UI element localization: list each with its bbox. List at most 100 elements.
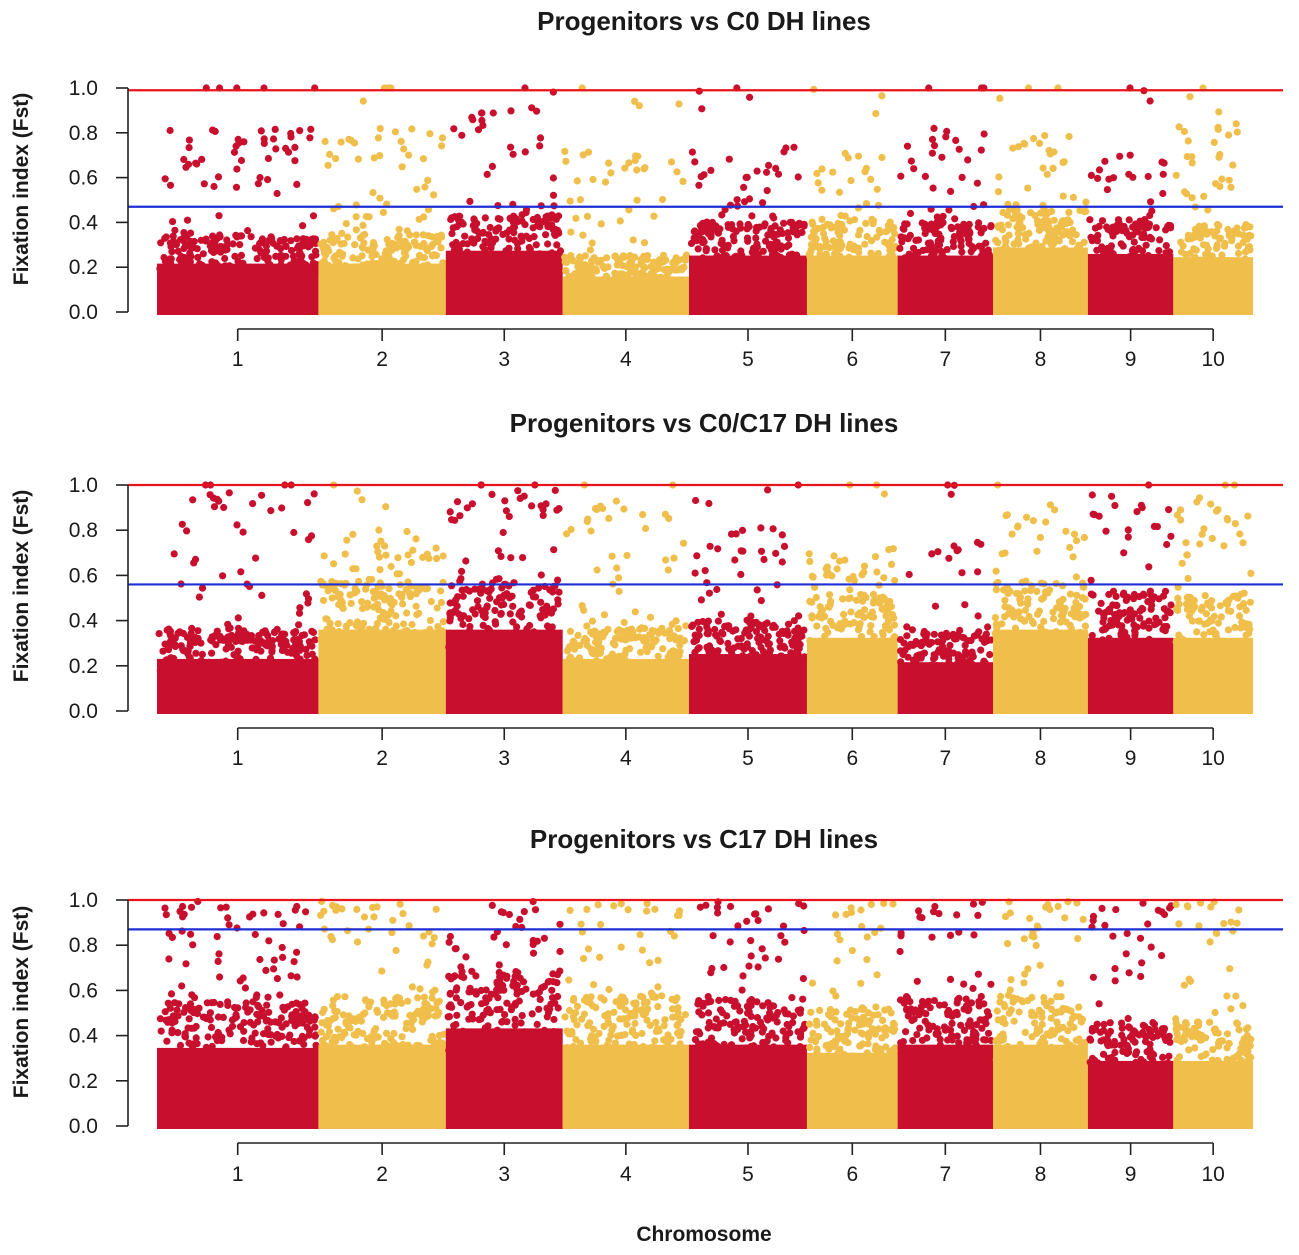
data-point — [1126, 151, 1134, 159]
data-point — [991, 614, 1000, 622]
data-point — [958, 569, 966, 577]
data-point — [903, 632, 911, 640]
data-point — [331, 256, 339, 264]
data-point — [382, 551, 390, 559]
data-point — [183, 1053, 191, 1061]
data-point — [905, 570, 913, 579]
data-point — [1202, 610, 1210, 618]
data-point — [735, 265, 743, 273]
data-point — [722, 252, 730, 260]
data-point — [448, 1034, 457, 1042]
data-point — [720, 1040, 728, 1048]
data-point — [529, 949, 538, 957]
data-point — [813, 1045, 821, 1053]
data-point — [368, 575, 376, 584]
x-tick-label: 10 — [1201, 747, 1224, 770]
data-point — [1183, 551, 1191, 559]
data-point — [302, 908, 310, 916]
data-point — [182, 163, 190, 171]
data-point — [920, 261, 928, 269]
data-point — [549, 970, 557, 978]
data-point — [1062, 618, 1070, 626]
data-point — [281, 1044, 290, 1052]
data-point — [783, 243, 791, 251]
data-point — [588, 617, 597, 625]
data-point — [745, 625, 754, 633]
data-point — [510, 1029, 518, 1037]
data-point — [566, 197, 574, 205]
data-point — [948, 225, 956, 233]
data-point — [848, 947, 857, 955]
data-point — [556, 967, 564, 975]
data-point — [871, 645, 879, 654]
data-point — [1227, 183, 1235, 191]
data-point — [854, 204, 863, 212]
data-point — [808, 979, 817, 987]
data-point — [1229, 161, 1237, 169]
points-bulk — [445, 250, 563, 315]
data-point — [383, 1009, 392, 1017]
data-point — [236, 241, 244, 249]
data-point — [290, 958, 298, 966]
data-point — [1124, 533, 1132, 541]
data-point — [487, 585, 495, 593]
data-point — [479, 585, 487, 593]
data-point — [491, 990, 499, 998]
data-point — [836, 936, 844, 944]
chromosome-1-points — [156, 84, 320, 315]
data-point — [333, 235, 341, 243]
data-point — [694, 245, 702, 253]
data-point — [1012, 609, 1020, 617]
data-point — [462, 953, 470, 961]
data-point — [260, 909, 268, 917]
data-point — [642, 524, 650, 533]
data-point — [474, 126, 483, 134]
data-point — [1070, 530, 1079, 538]
data-point — [1200, 192, 1208, 200]
data-point — [1065, 208, 1073, 216]
data-point — [888, 611, 897, 619]
data-point — [1195, 222, 1203, 230]
data-point — [323, 1049, 331, 1057]
data-point — [344, 641, 352, 649]
data-point — [176, 236, 185, 244]
data-point — [1217, 613, 1225, 621]
data-point — [535, 1005, 543, 1013]
data-point — [946, 931, 955, 940]
data-point — [886, 246, 894, 254]
data-point — [754, 916, 762, 925]
data-point — [840, 610, 848, 619]
data-point — [233, 924, 241, 932]
data-point — [797, 1030, 805, 1038]
data-point — [633, 666, 641, 674]
data-point — [341, 993, 349, 1001]
x-tick-label: 6 — [846, 747, 858, 770]
data-point — [1128, 615, 1136, 623]
data-point — [1023, 513, 1031, 521]
data-point — [596, 502, 605, 510]
data-point — [519, 554, 527, 562]
data-point — [247, 636, 255, 644]
data-point — [1233, 224, 1241, 232]
data-point — [704, 1009, 713, 1017]
data-point — [852, 650, 860, 658]
data-point — [625, 159, 633, 167]
data-point — [857, 906, 865, 914]
data-point — [826, 591, 834, 599]
data-point — [486, 223, 494, 232]
data-point — [445, 1013, 453, 1021]
data-point — [639, 510, 647, 519]
data-point — [1188, 194, 1196, 202]
data-point — [502, 941, 510, 949]
data-point — [1095, 607, 1103, 615]
data-point — [528, 1010, 536, 1018]
data-point — [772, 164, 780, 172]
data-point — [1243, 649, 1251, 657]
data-point — [878, 628, 887, 637]
data-point — [373, 260, 381, 268]
data-point — [692, 263, 701, 271]
data-point — [615, 574, 623, 582]
data-point — [784, 1039, 792, 1047]
data-point — [1183, 605, 1191, 614]
data-point — [878, 92, 886, 100]
